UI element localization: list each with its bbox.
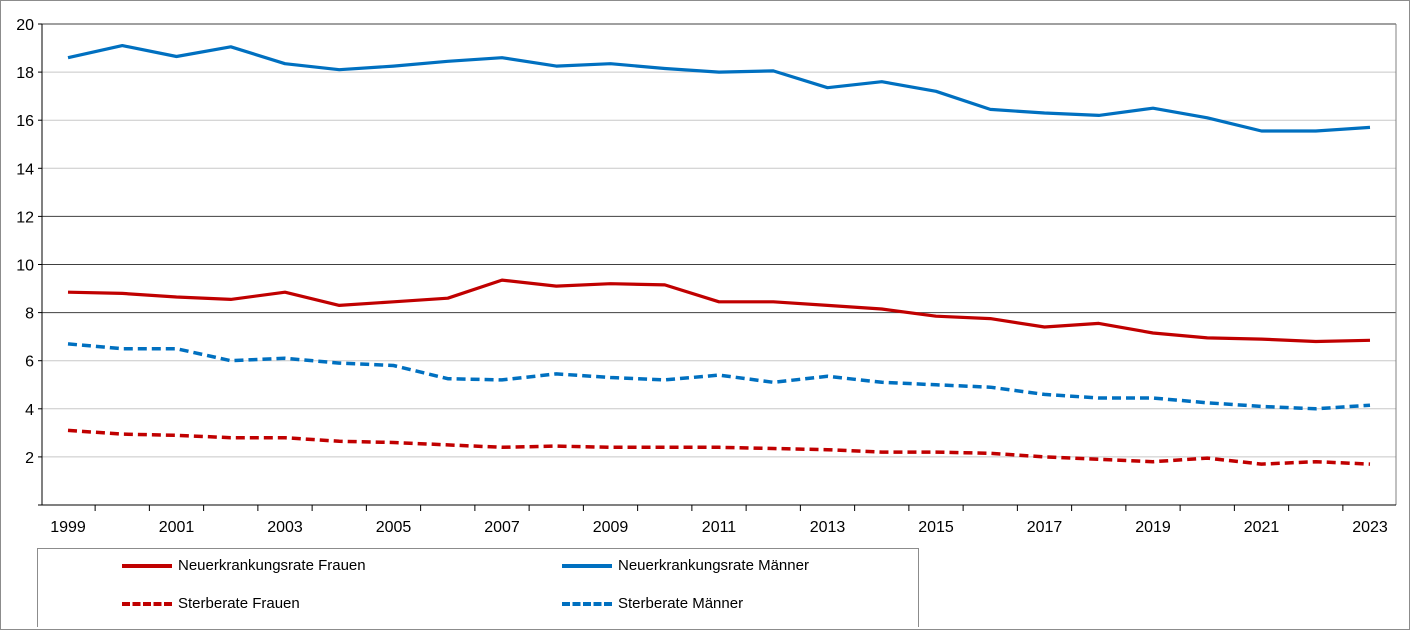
legend: Neuerkrankungsrate Frauen Neuerkrankungs… (37, 548, 919, 627)
x-tick-label-2003: 2003 (267, 519, 303, 536)
x-tick-label-2007: 2007 (484, 519, 520, 536)
x-tick-label-2017: 2017 (1027, 519, 1063, 536)
legend-swatch-dashed-red (122, 601, 172, 606)
x-tick-label-2015: 2015 (918, 519, 954, 536)
grid-lines (42, 23, 1396, 458)
legend-label: Sterberate Frauen (178, 595, 300, 612)
series-line-sterberate-m-nner (67, 342, 1371, 411)
legend-item-sterberate-frauen: Sterberate Frauen (122, 595, 300, 612)
series-lines (67, 43, 1371, 466)
y-tick-label-8: 8 (25, 306, 34, 323)
y-tick-label-12: 12 (16, 209, 34, 226)
y-tick-labels: 2 4 6 8 10 12 14 16 18 20 (16, 17, 34, 467)
y-tick-label-10: 10 (16, 258, 34, 275)
legend-label: Sterberate Männer (618, 595, 744, 612)
y-tick-label-2: 2 (25, 450, 34, 467)
y-tick-label-14: 14 (16, 161, 34, 178)
legend-swatch-solid-blue (562, 563, 612, 568)
x-tick-label-2021: 2021 (1244, 519, 1280, 536)
y-tick-label-20: 20 (16, 17, 34, 34)
x-tick-label-2011: 2011 (702, 519, 737, 536)
y-tick-label-6: 6 (25, 354, 34, 371)
legend-swatch-dashed-blue (562, 601, 612, 606)
legend-item-neuerkrankungsrate-frauen: Neuerkrankungsrate Frauen (122, 557, 366, 574)
series-line-sterberate-frauen (67, 428, 1371, 466)
x-tick-label-1999: 1999 (50, 519, 86, 536)
legend-item-sterberate-maenner: Sterberate Männer (562, 595, 743, 612)
legend-label: Neuerkrankungsrate Männer (618, 557, 809, 574)
x-tick-label-2019: 2019 (1135, 519, 1171, 536)
x-tick-label-2001: 2001 (159, 519, 195, 536)
x-tick-label-2013: 2013 (810, 519, 846, 536)
y-tick-label-16: 16 (16, 113, 34, 130)
line-chart: 2 4 6 8 10 12 14 16 18 20 1999 2001 2003 2005 2007 200… (16, 17, 1397, 536)
x-tick-labels: 1999 2001 2003 2005 2007 2009 2011 2013 2015 2017… (50, 519, 1388, 536)
legend-swatch-solid-red (122, 563, 172, 568)
series-line-neuerkrankungsrate-m-nner (67, 43, 1371, 133)
x-tick-label-2023: 2023 (1352, 519, 1388, 536)
y-tick-label-4: 4 (25, 402, 34, 419)
legend-label: Neuerkrankungsrate Frauen (178, 557, 366, 574)
axes (38, 23, 1397, 511)
series-line-neuerkrankungsrate-frauen (67, 278, 1371, 344)
x-tick-label-2009: 2009 (593, 519, 629, 536)
legend-item-neuerkrankungsrate-maenner: Neuerkrankungsrate Männer (562, 557, 809, 574)
y-tick-label-18: 18 (16, 65, 34, 82)
x-tick-label-2005: 2005 (376, 519, 412, 536)
